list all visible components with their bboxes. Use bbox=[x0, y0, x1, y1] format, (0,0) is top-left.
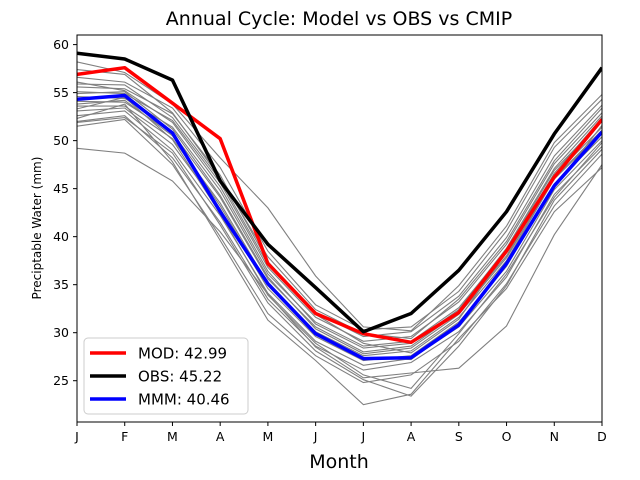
y-tick-label: 35 bbox=[53, 277, 69, 292]
y-axis: 25 30 35 40 45 50 55 60 bbox=[53, 37, 77, 388]
x-tick-label: O bbox=[502, 429, 512, 444]
cmip-model-line-9 bbox=[77, 91, 602, 342]
obs-line bbox=[77, 51, 602, 334]
cmip-model-line-4 bbox=[77, 110, 602, 366]
x-tick-label: J bbox=[313, 429, 318, 444]
x-tick-label: M bbox=[167, 429, 178, 444]
y-tick-label: 45 bbox=[53, 181, 69, 196]
cmip-model-line-12 bbox=[77, 61, 602, 332]
x-tick-label: A bbox=[216, 429, 225, 444]
cmip-model-line-1 bbox=[77, 147, 602, 379]
cmip-model-line-20 bbox=[77, 117, 602, 397]
y-tick-label: 30 bbox=[53, 325, 69, 340]
y-tick-label: 50 bbox=[53, 133, 69, 148]
y-tick-label: 55 bbox=[53, 85, 69, 100]
y-axis-label: Preciptable Water (mm) bbox=[30, 157, 44, 300]
legend-label-mmm: MMM: 40.46 bbox=[138, 391, 230, 409]
cmip-model-line-13 bbox=[77, 103, 602, 406]
cmip-model-line-15 bbox=[77, 91, 602, 355]
mod-line bbox=[77, 65, 602, 345]
cmip-model-line-11 bbox=[77, 76, 602, 331]
y-tick-label: 40 bbox=[53, 229, 69, 244]
x-tick-label: D bbox=[597, 429, 607, 444]
cmip-model-line-17 bbox=[77, 96, 602, 390]
legend-box bbox=[83, 337, 249, 415]
x-axis-label: Month bbox=[309, 451, 369, 473]
mmm-line bbox=[77, 93, 602, 361]
legend-label-obs: OBS: 45.22 bbox=[138, 368, 222, 386]
x-tick-label: A bbox=[407, 429, 416, 444]
x-tick-label: N bbox=[550, 429, 559, 444]
plot-lines bbox=[77, 51, 602, 406]
chart-title: Annual Cycle: Model vs OBS vs CMIP bbox=[166, 8, 512, 30]
cmip-model-line-3 bbox=[77, 115, 602, 371]
cmip-model-line-16 bbox=[77, 69, 602, 340]
x-tick-label: J bbox=[74, 429, 79, 444]
x-tick-label: J bbox=[361, 429, 366, 444]
plot-frame bbox=[76, 34, 603, 423]
cmip-model-line-19 bbox=[77, 81, 602, 349]
y-tick-label: 60 bbox=[53, 37, 69, 52]
x-tick-label: S bbox=[455, 429, 463, 444]
legend: MOD: 42.99 OBS: 45.22 MMM: 40.46 bbox=[83, 337, 249, 415]
legend-items: MOD: 42.99 OBS: 45.22 MMM: 40.46 bbox=[90, 345, 230, 409]
legend-label-mod: MOD: 42.99 bbox=[138, 345, 227, 363]
x-tick-label: F bbox=[121, 429, 128, 444]
y-tick-label: 25 bbox=[53, 373, 69, 388]
x-tick-label: M bbox=[263, 429, 274, 444]
